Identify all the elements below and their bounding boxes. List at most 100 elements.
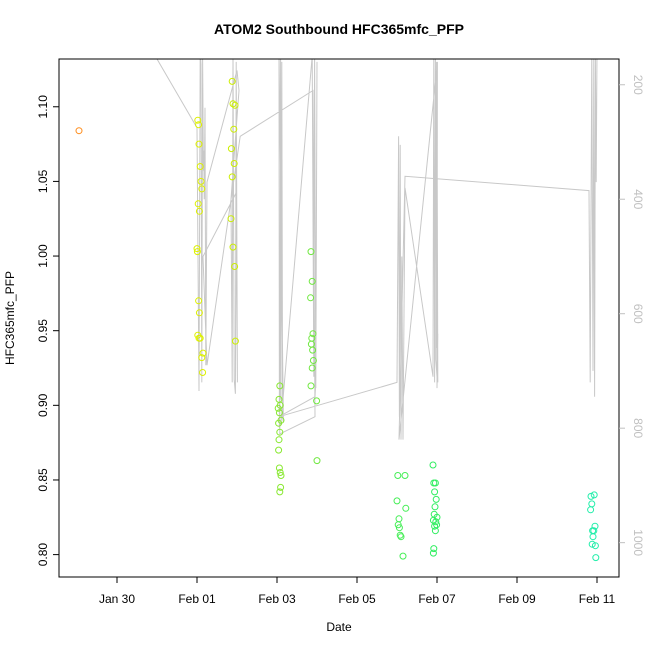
y-tick-label: 0.85 — [36, 468, 50, 492]
data-point — [228, 77, 236, 85]
data-point — [276, 488, 284, 496]
data-point — [199, 349, 207, 357]
altitude-track-layer — [149, 59, 598, 440]
data-point — [393, 497, 401, 505]
data-point — [195, 207, 203, 215]
data-point — [199, 369, 207, 376]
data-point — [431, 527, 439, 535]
altitude-line — [149, 59, 598, 440]
data-point — [275, 436, 283, 444]
data-point — [194, 200, 202, 208]
x-axis-label: Date — [326, 620, 352, 634]
data-point — [227, 145, 235, 153]
data-point — [307, 294, 315, 302]
data-point — [313, 457, 321, 465]
data-point — [592, 554, 600, 562]
right-axis: 200 400 600 800 1000 — [619, 75, 645, 556]
data-point — [275, 409, 283, 417]
data-point — [275, 446, 283, 454]
data-point — [394, 472, 402, 479]
data-point — [587, 492, 595, 500]
x-tick-label: Feb 07 — [418, 592, 456, 606]
y-tick-label: 1.00 — [36, 244, 50, 268]
y-tick-label: 0.95 — [36, 319, 50, 343]
x-tick-label: Feb 11 — [579, 592, 616, 606]
data-point — [193, 248, 201, 256]
data-point — [313, 397, 321, 405]
data-point — [231, 337, 239, 345]
data-point — [275, 464, 283, 472]
data-points-layer — [75, 77, 600, 562]
y-tick-label: 0.80 — [36, 543, 50, 567]
data-point — [229, 243, 237, 251]
right-tick-label: 1000 — [631, 529, 645, 556]
data-point — [430, 545, 438, 553]
data-point — [198, 354, 206, 362]
data-point — [307, 382, 315, 390]
data-point — [231, 101, 239, 109]
data-point — [395, 524, 403, 532]
data-point — [308, 277, 316, 285]
data-point — [590, 491, 598, 499]
data-point — [227, 215, 235, 223]
data-point — [230, 160, 238, 167]
data-point — [591, 542, 599, 550]
y-axis-label: HFC365mfc_PFP — [3, 271, 17, 365]
data-point — [231, 263, 239, 270]
y-tick-label: 0.90 — [36, 393, 50, 417]
data-point — [196, 163, 204, 170]
data-point — [197, 177, 205, 185]
data-point — [432, 518, 440, 526]
data-point — [75, 127, 83, 135]
data-point — [309, 346, 317, 354]
right-tick-label: 800 — [631, 418, 645, 438]
data-point — [276, 428, 284, 436]
right-tick-label: 600 — [631, 304, 645, 324]
data-point — [397, 533, 405, 541]
data-point — [198, 185, 206, 193]
x-tick-label: Feb 01 — [178, 592, 216, 606]
data-point — [277, 472, 285, 479]
data-point — [229, 100, 237, 108]
y-tick-label: 1.10 — [36, 95, 50, 119]
data-point — [431, 522, 439, 530]
x-axis: Jan 30 Feb 01 Feb 03 Feb 05 Feb 07 Feb 09 Feb … — [99, 576, 616, 606]
data-point — [401, 472, 409, 479]
y-axis: 0.80 0.85 0.90 0.95 1.00 1.05 1.10 — [36, 95, 59, 567]
data-point — [399, 552, 407, 560]
data-point — [402, 504, 410, 512]
data-point — [277, 483, 285, 491]
y-tick-label: 1.05 — [36, 169, 50, 193]
x-tick-label: Jan 30 — [99, 592, 135, 606]
data-point — [230, 125, 238, 133]
data-point — [432, 495, 440, 503]
data-point — [431, 488, 439, 496]
data-point — [429, 461, 437, 469]
data-point — [274, 404, 282, 412]
data-point — [193, 245, 201, 253]
data-point — [276, 382, 284, 390]
data-point — [309, 330, 317, 338]
data-point — [309, 357, 317, 364]
data-point — [195, 121, 203, 129]
data-point — [587, 506, 595, 514]
right-tick-label: 200 — [631, 75, 645, 95]
data-point — [195, 140, 203, 148]
data-point — [276, 469, 284, 476]
data-point — [589, 533, 597, 541]
right-tick-label: 400 — [631, 189, 645, 209]
data-point — [275, 419, 283, 427]
data-point — [194, 116, 202, 124]
data-point — [196, 334, 204, 342]
data-point — [588, 540, 596, 548]
data-point — [195, 297, 203, 305]
data-point — [431, 503, 439, 511]
data-point — [307, 248, 315, 256]
data-point — [429, 549, 437, 557]
data-point — [195, 309, 203, 317]
chart-title: ATOM2 Southbound HFC365mfc_PFP — [214, 21, 464, 37]
x-tick-label: Feb 09 — [498, 592, 536, 606]
data-point — [308, 364, 316, 372]
